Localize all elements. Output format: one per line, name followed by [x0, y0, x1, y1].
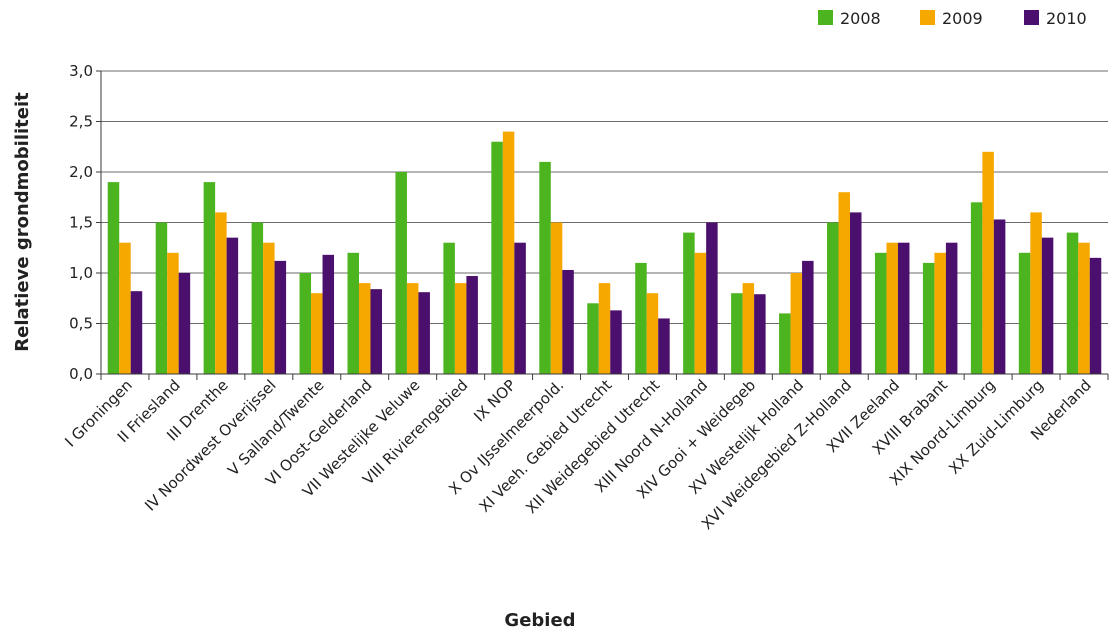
- bar-2009: [550, 222, 563, 374]
- bar-2010: [514, 242, 526, 374]
- bar-2010: [178, 273, 191, 374]
- bar-2009: [502, 131, 515, 374]
- y-tick-labels: 0,0 0,5 1,0 1,5 2,0 2,5 3,0: [69, 62, 93, 383]
- bar-2010: [1041, 237, 1054, 374]
- bar-2008: [683, 232, 695, 374]
- bar-2008: [587, 303, 599, 374]
- bar-2008: [107, 182, 120, 374]
- bar-2010: [1089, 257, 1102, 374]
- bar-2010: [754, 294, 766, 374]
- bar-2010: [897, 242, 910, 374]
- bar-2009: [982, 151, 994, 374]
- bar-2010: [370, 289, 382, 374]
- bar-2008: [874, 252, 887, 374]
- bar-2009: [886, 242, 898, 374]
- bar-2008: [1018, 252, 1031, 374]
- bar-2008: [779, 313, 791, 374]
- y-tick-label: 0,0: [69, 365, 93, 383]
- bar-2009: [311, 293, 323, 374]
- bar-2008: [491, 141, 503, 374]
- axes: [96, 70, 1109, 380]
- bar-2008: [539, 161, 551, 374]
- bar-2010: [610, 310, 622, 374]
- bar-2009: [742, 283, 755, 374]
- y-axis-title: Relatieve grondmobiliteit: [12, 92, 33, 352]
- bar-2010: [322, 254, 335, 374]
- bar-2008: [347, 252, 359, 374]
- bar-2009: [838, 192, 851, 374]
- bar-2009: [358, 283, 371, 374]
- bar-2010: [802, 260, 814, 374]
- legend-swatch-2008: [818, 10, 833, 25]
- bar-2008: [970, 202, 983, 374]
- bar-2008: [155, 222, 168, 374]
- bar-2008: [203, 182, 216, 374]
- bar-2009: [646, 293, 659, 374]
- bar-2010: [945, 242, 958, 374]
- bar-2010: [274, 260, 287, 374]
- bar-2010: [658, 318, 670, 374]
- bar-2008: [922, 262, 935, 374]
- bar-2008: [299, 273, 312, 374]
- bar-2010: [850, 212, 862, 374]
- y-tick-label: 0,5: [69, 315, 93, 333]
- y-tick-label: 3,0: [69, 62, 93, 80]
- bar-2009: [934, 252, 946, 374]
- bar-2009: [790, 273, 803, 374]
- bar-2008: [395, 172, 407, 374]
- bar-2009: [1078, 242, 1090, 374]
- bar-2010: [226, 237, 239, 374]
- legend-label-2008: 2008: [840, 9, 881, 28]
- bar-2009: [119, 242, 131, 374]
- legend-label-2009: 2009: [942, 9, 983, 28]
- bar-2009: [406, 283, 419, 374]
- y-tick-label: 2,5: [69, 113, 93, 131]
- bar-2009: [167, 252, 179, 374]
- bar-2009: [454, 283, 467, 374]
- y-tick-label: 2,0: [69, 163, 93, 181]
- bar-2009: [215, 212, 227, 374]
- bar-2010: [466, 276, 478, 374]
- bar-2008: [827, 222, 839, 374]
- legend-swatch-2010: [1024, 10, 1039, 25]
- bar-2008: [635, 262, 647, 374]
- bar-2010: [130, 291, 143, 374]
- y-tick-label: 1,5: [69, 214, 93, 232]
- legend-label-2010: 2010: [1046, 9, 1087, 28]
- bar-2009: [598, 283, 611, 374]
- bar-2008: [1066, 232, 1079, 374]
- y-tick-label: 1,0: [69, 264, 93, 282]
- legend: 2008 2009 2010: [818, 9, 1087, 28]
- bar-2009: [694, 252, 707, 374]
- legend-swatch-2009: [920, 10, 935, 25]
- bar-2008: [731, 293, 743, 374]
- bar-2008: [443, 242, 455, 374]
- x-axis-title: Gebied: [504, 610, 575, 631]
- bar-2009: [263, 242, 275, 374]
- bar-2010: [993, 219, 1006, 374]
- bar-2010: [562, 269, 574, 374]
- bar-2010: [706, 222, 718, 374]
- bar-2009: [1030, 212, 1042, 374]
- bars: [107, 131, 1102, 374]
- bar-2008: [251, 222, 264, 374]
- bar-2010: [418, 292, 430, 374]
